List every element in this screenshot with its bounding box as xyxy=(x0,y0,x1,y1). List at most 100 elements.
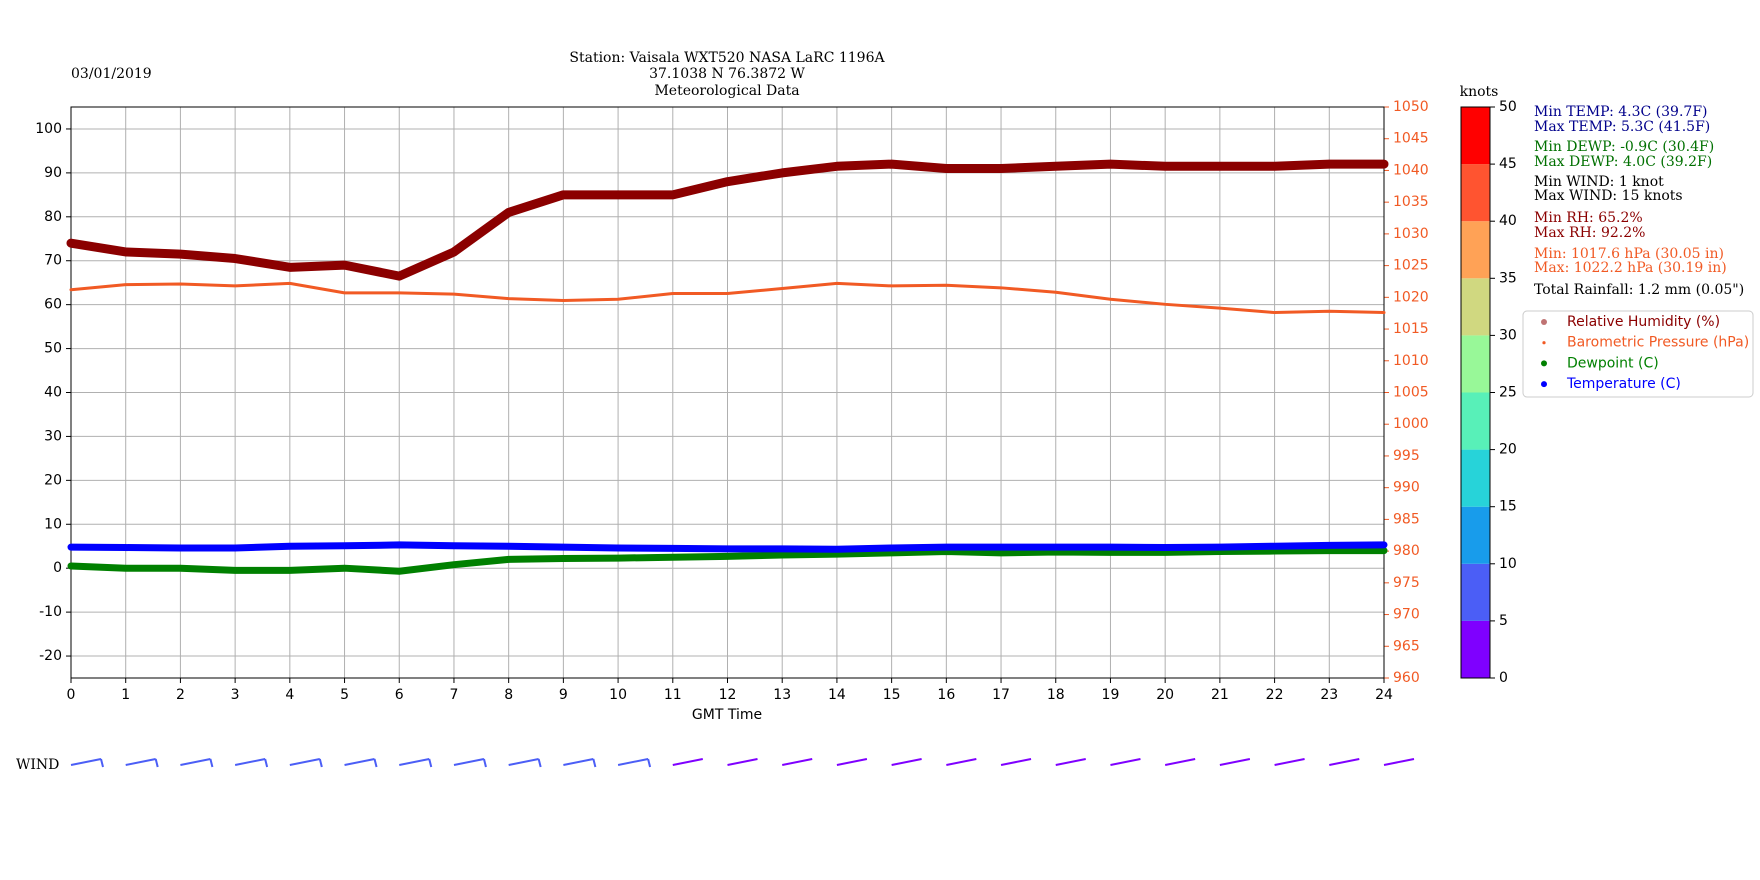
series-line xyxy=(67,541,1388,553)
colorbar-band xyxy=(1461,278,1490,336)
x-tick-label: 10 xyxy=(609,687,627,703)
x-tick-label: 20 xyxy=(1156,687,1174,703)
colorbar-tick-label: 5 xyxy=(1499,613,1508,629)
barb-flag xyxy=(537,758,542,768)
wind-barb xyxy=(508,758,542,768)
x-tick-label: 21 xyxy=(1211,687,1229,703)
wind-barb xyxy=(234,758,269,768)
colorbar-band xyxy=(1461,164,1490,222)
colorbar-tick-label: 20 xyxy=(1499,442,1517,458)
barb-shaft xyxy=(508,758,539,766)
wind-barb xyxy=(1274,758,1305,766)
wind-barb xyxy=(672,758,703,766)
stat-text: Min WIND: 1 knot xyxy=(1534,174,1664,190)
legend-marker xyxy=(1541,381,1547,388)
wind-barb xyxy=(1383,758,1415,766)
stat-text: Min RH: 65.2% xyxy=(1534,210,1643,226)
y2-tick-label: 985 xyxy=(1393,511,1420,527)
barb-shaft xyxy=(727,758,758,766)
x-tick-label: 14 xyxy=(828,687,846,703)
x-tick-label: 0 xyxy=(67,687,76,703)
x-axis-label: GMT Time xyxy=(692,707,762,723)
stat-text: Max TEMP: 5.3C (41.5F) xyxy=(1534,119,1710,135)
wind-barb xyxy=(727,758,758,766)
barb-flag xyxy=(264,758,269,768)
x-tick-label: 11 xyxy=(664,687,682,703)
wind-barb xyxy=(782,758,813,766)
y-tick-label: 60 xyxy=(44,297,62,313)
y2-tick-label: 1030 xyxy=(1393,226,1429,242)
stat-text: Min TEMP: 4.3C (39.7F) xyxy=(1534,104,1708,120)
x-tick-label: 13 xyxy=(773,687,791,703)
barb-shaft xyxy=(234,758,266,766)
wind-barb xyxy=(289,758,323,768)
y-tick-label: 90 xyxy=(44,165,62,181)
legend-label: Barometric Pressure (hPa) xyxy=(1567,335,1749,351)
colorbar-band xyxy=(1461,449,1490,507)
wind-barb xyxy=(453,758,487,768)
y2-tick-label: 970 xyxy=(1393,607,1420,623)
y2-tick-label: 980 xyxy=(1393,543,1420,559)
barb-flag xyxy=(318,758,323,768)
title: Station: Vaisala WXT520 NASA LaRC 1196A xyxy=(569,50,885,66)
wind-barb xyxy=(70,758,104,768)
y-tick-label: 70 xyxy=(44,253,62,269)
barb-flag xyxy=(209,758,214,768)
wind-barb xyxy=(125,758,159,768)
colorbar-tick-label: 40 xyxy=(1499,213,1517,229)
barb-shaft xyxy=(1329,758,1360,766)
legend-marker xyxy=(1541,360,1547,367)
barb-shaft xyxy=(1164,758,1196,766)
barb-shaft xyxy=(836,758,868,766)
legend-box xyxy=(1522,310,1754,398)
barb-flag xyxy=(154,758,159,768)
x-tick-label: 18 xyxy=(1047,687,1065,703)
colorbar-tick-label: 30 xyxy=(1499,327,1517,343)
barb-shaft xyxy=(563,758,594,766)
barb-shaft xyxy=(453,758,485,766)
colorbar-tick-label: 10 xyxy=(1499,556,1517,572)
y-tick-label: 30 xyxy=(44,428,62,444)
barb-shaft xyxy=(617,758,649,766)
barb-shaft xyxy=(1383,758,1415,766)
wind-barb xyxy=(1055,758,1086,766)
y2-tick-label: 1005 xyxy=(1393,385,1429,401)
y-tick-label: 10 xyxy=(44,516,62,532)
colorbar-tick-label: 25 xyxy=(1499,385,1517,401)
x-tick-label: 6 xyxy=(395,687,404,703)
wind-barb xyxy=(1164,758,1196,766)
y2-tick-label: 1020 xyxy=(1393,289,1429,305)
wind-barb xyxy=(617,758,652,768)
y2-tick-label: 1045 xyxy=(1393,131,1429,147)
x-tick-label: 2 xyxy=(176,687,185,703)
stat-text: Max RH: 92.2% xyxy=(1534,225,1645,241)
barb-shaft xyxy=(1055,758,1086,766)
barb-shaft xyxy=(1274,758,1305,766)
y2-tick-label: 995 xyxy=(1393,448,1420,464)
y2-tick-label: 1000 xyxy=(1393,416,1429,432)
y-tick-label: 0 xyxy=(53,560,62,576)
y-tick-label: 50 xyxy=(44,341,62,357)
colorbar-label: knots xyxy=(1460,84,1499,100)
wind-barb xyxy=(399,758,433,768)
barb-flag xyxy=(428,758,433,768)
barb-shaft xyxy=(399,758,430,766)
legend-label: Relative Humidity (%) xyxy=(1567,314,1720,330)
x-tick-label: 22 xyxy=(1266,687,1284,703)
y2-tick-label: 1050 xyxy=(1393,99,1429,115)
barb-flag xyxy=(100,758,104,768)
x-tick-label: 23 xyxy=(1320,687,1338,703)
colorbar-band xyxy=(1461,506,1490,564)
x-tick-label: 5 xyxy=(340,687,349,703)
wind-label: WIND xyxy=(16,757,59,773)
barb-shaft xyxy=(672,758,703,766)
x-tick-label: 8 xyxy=(504,687,513,703)
barb-shaft xyxy=(125,758,156,766)
y-tick-label: 80 xyxy=(44,209,62,225)
date: 03/01/2019 xyxy=(71,66,152,82)
title: Meteorological Data xyxy=(654,83,799,99)
x-tick-label: 16 xyxy=(937,687,955,703)
legend-label: Dewpoint (C) xyxy=(1567,355,1659,371)
y2-tick-label: 965 xyxy=(1393,638,1420,654)
